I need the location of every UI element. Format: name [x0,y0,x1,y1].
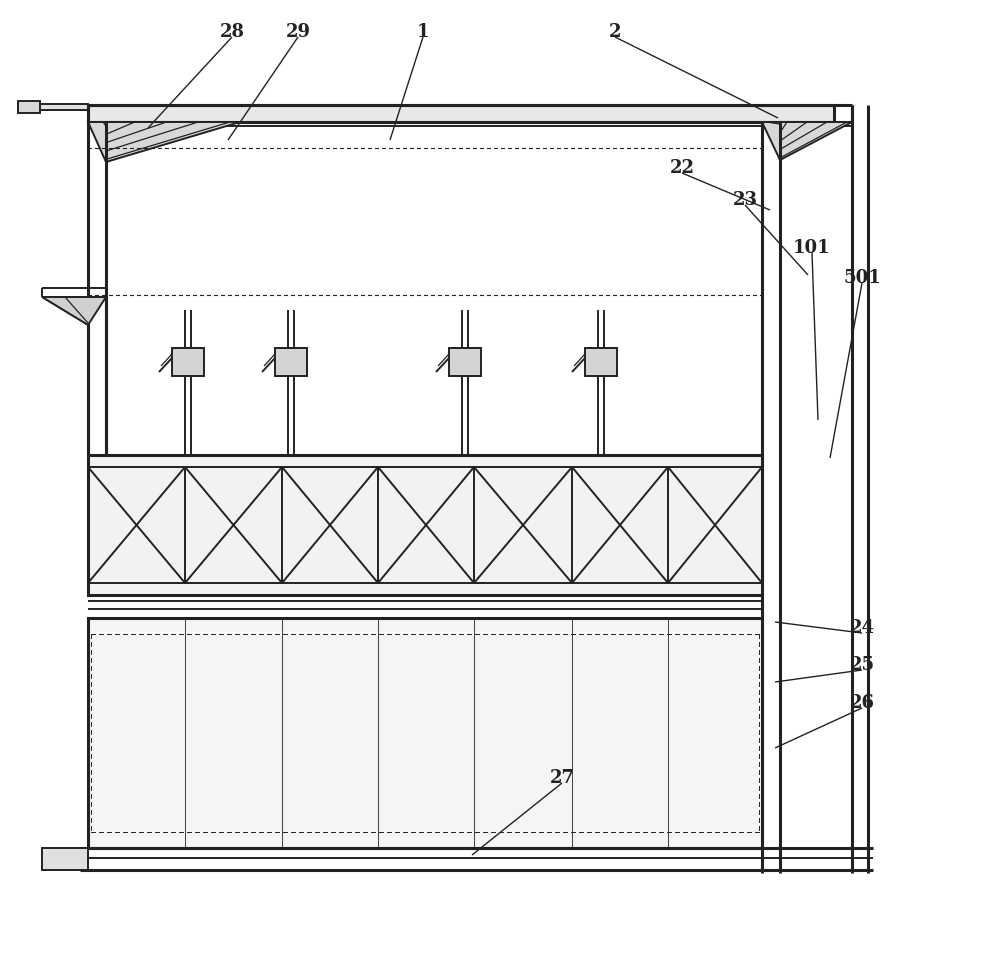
Bar [88,618,762,848]
Text: 22: 22 [670,159,694,177]
Bar [172,348,204,376]
Text: 27: 27 [550,769,574,787]
Bar [585,348,617,376]
Text: 23: 23 [732,191,758,209]
Bar [88,455,762,595]
Text: 28: 28 [220,23,244,41]
Bar [275,348,307,376]
Text: 2: 2 [609,23,621,41]
Bar [18,104,88,110]
Text: 29: 29 [286,23,310,41]
Text: 25: 25 [849,656,875,674]
Bar [18,101,40,113]
Polygon shape [42,297,106,325]
Text: 101: 101 [793,239,831,257]
Text: 501: 501 [843,269,881,287]
Polygon shape [88,122,240,162]
Bar [88,105,834,122]
Text: 26: 26 [850,694,874,712]
Text: 24: 24 [850,619,874,637]
Bar [449,348,481,376]
Polygon shape [762,122,852,160]
Bar [42,848,88,870]
Text: 1: 1 [417,23,429,41]
